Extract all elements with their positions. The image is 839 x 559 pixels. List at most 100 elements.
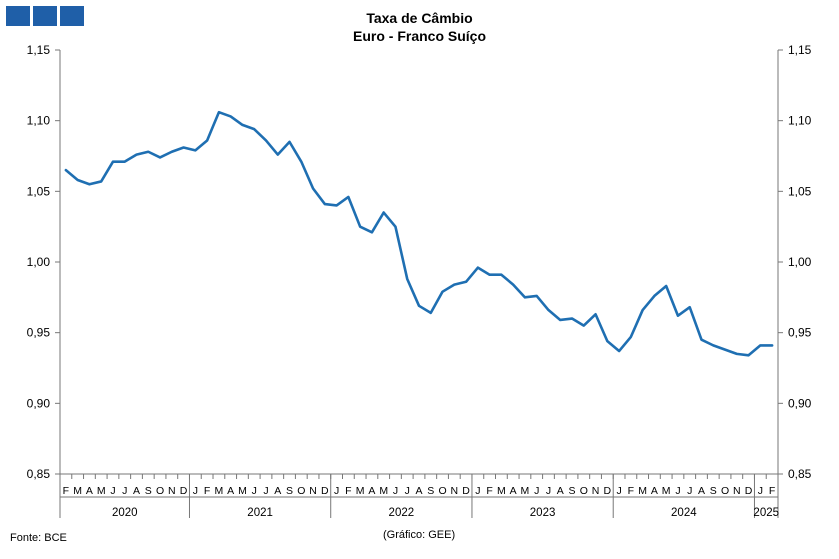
x-year-label: 2022 xyxy=(389,507,415,519)
x-month-label: S xyxy=(286,485,293,497)
x-month-label: O xyxy=(721,485,729,497)
x-month-label: S xyxy=(710,485,717,497)
y-tick-label-right: 0,95 xyxy=(788,326,812,340)
x-month-label: D xyxy=(321,485,329,497)
series-point xyxy=(359,225,361,228)
series-point xyxy=(300,160,303,163)
x-month-label: S xyxy=(569,485,576,497)
series-point xyxy=(324,203,326,205)
x-month-label: A xyxy=(557,485,564,497)
x-year-label: 2020 xyxy=(112,507,138,519)
series-point xyxy=(335,204,338,207)
x-month-label: A xyxy=(133,485,140,497)
x-month-label: F xyxy=(63,485,69,497)
series-point xyxy=(618,350,620,352)
y-tick-label-left: 0,90 xyxy=(27,396,51,410)
x-month-label: O xyxy=(297,485,305,497)
x-month-label: F xyxy=(628,485,634,497)
x-year-label: 2025 xyxy=(753,507,779,519)
series-point xyxy=(347,196,350,198)
series-point xyxy=(382,211,385,214)
series-point xyxy=(206,139,208,142)
series-point xyxy=(512,283,514,286)
series-point xyxy=(606,340,609,342)
series-point xyxy=(100,180,102,183)
series-point xyxy=(677,314,679,317)
y-tick-label-left: 1,00 xyxy=(27,255,51,269)
series-point xyxy=(665,285,667,287)
series-point xyxy=(477,266,479,269)
x-year-label: 2021 xyxy=(247,507,273,519)
y-tick-label-right: 0,85 xyxy=(788,467,812,481)
series-point xyxy=(135,153,138,156)
series-point xyxy=(559,319,562,321)
x-month-label: A xyxy=(415,485,422,497)
y-tick-label-left: 1,05 xyxy=(27,184,51,198)
series-point xyxy=(688,306,691,309)
x-month-label: N xyxy=(168,485,176,497)
series-point xyxy=(524,296,526,299)
x-month-label: O xyxy=(438,485,446,497)
series-point xyxy=(194,149,197,152)
series-point xyxy=(465,280,467,283)
logo xyxy=(6,6,84,26)
x-month-label: M xyxy=(356,485,365,497)
series-point xyxy=(759,344,762,347)
y-tick-label-left: 1,10 xyxy=(27,114,51,128)
x-month-label: F xyxy=(345,485,351,497)
x-month-label: N xyxy=(451,485,459,497)
series-point xyxy=(441,290,444,293)
series-point xyxy=(582,324,585,327)
x-month-label: S xyxy=(145,485,152,497)
x-month-label: J xyxy=(534,485,539,497)
series-point xyxy=(535,295,538,297)
series-point xyxy=(159,156,161,159)
series-point xyxy=(394,225,397,228)
x-year-label: 2024 xyxy=(671,507,697,519)
x-month-label: A xyxy=(698,485,705,497)
chart-subtitle: Euro - Franco Suíço xyxy=(352,28,486,44)
x-month-label: J xyxy=(393,485,398,497)
x-month-label: J xyxy=(758,485,763,497)
y-tick-label-left: 0,85 xyxy=(27,467,51,481)
x-month-label: F xyxy=(769,485,775,497)
x-month-label: A xyxy=(368,485,375,497)
x-month-label: F xyxy=(204,485,210,497)
series-point xyxy=(453,283,456,286)
series-point xyxy=(229,115,232,118)
series-point xyxy=(571,317,573,320)
x-month-label: M xyxy=(379,485,388,497)
series-point xyxy=(747,354,750,357)
series-point xyxy=(724,348,726,351)
x-month-label: A xyxy=(651,485,658,497)
x-month-label: M xyxy=(662,485,671,497)
series-point xyxy=(594,313,597,316)
series-line-0 xyxy=(64,110,774,357)
series-point xyxy=(630,336,632,338)
chart-title: Taxa de Câmbio xyxy=(366,10,473,26)
series-point xyxy=(265,139,267,142)
x-month-label: D xyxy=(462,485,470,497)
series-point xyxy=(418,305,420,307)
series-point xyxy=(736,353,738,355)
x-month-label: J xyxy=(110,485,115,497)
x-month-label: A xyxy=(86,485,93,497)
source-note: Fonte: BCE xyxy=(10,532,67,544)
series-point xyxy=(218,111,220,113)
series-point xyxy=(182,146,185,149)
series-point xyxy=(488,273,491,276)
x-month-label: J xyxy=(334,485,339,497)
x-month-label: M xyxy=(73,485,82,497)
x-month-label: D xyxy=(180,485,188,497)
series-point xyxy=(112,160,114,163)
x-month-label: N xyxy=(592,485,600,497)
series-point xyxy=(312,187,314,190)
x-month-label: D xyxy=(745,485,753,497)
x-month-label: N xyxy=(309,485,317,497)
x-month-label: S xyxy=(427,485,434,497)
x-month-label: A xyxy=(274,485,281,497)
series-point xyxy=(147,150,150,153)
x-month-label: J xyxy=(675,485,680,497)
x-month-label: M xyxy=(638,485,647,497)
y-tick-label-right: 0,90 xyxy=(788,396,812,410)
